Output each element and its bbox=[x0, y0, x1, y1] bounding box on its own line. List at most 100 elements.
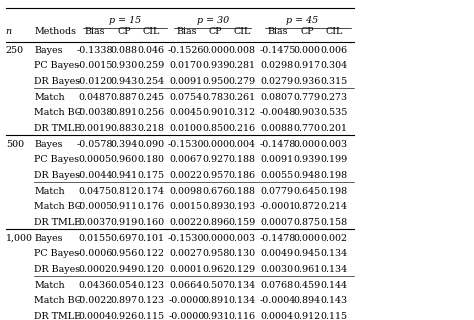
Text: 0.115: 0.115 bbox=[320, 312, 347, 320]
Text: 500: 500 bbox=[6, 140, 24, 149]
Text: -0.0006: -0.0006 bbox=[77, 249, 113, 259]
Text: 0.0170: 0.0170 bbox=[170, 61, 203, 70]
Text: 0.174: 0.174 bbox=[137, 187, 164, 196]
Text: 0.887: 0.887 bbox=[111, 92, 137, 102]
Text: Bias: Bias bbox=[176, 28, 197, 36]
Text: 0.176: 0.176 bbox=[137, 202, 164, 212]
Text: 0.216: 0.216 bbox=[228, 124, 256, 133]
Text: 0.304: 0.304 bbox=[320, 61, 347, 70]
Text: 0.956: 0.956 bbox=[110, 249, 138, 259]
Text: 0.256: 0.256 bbox=[137, 108, 164, 117]
Text: 0.201: 0.201 bbox=[320, 124, 347, 133]
Text: -0.1478: -0.1478 bbox=[259, 234, 295, 243]
Text: 0.279: 0.279 bbox=[228, 77, 256, 86]
Text: -0.0000: -0.0000 bbox=[168, 312, 204, 320]
Text: 0.0030: 0.0030 bbox=[261, 265, 294, 274]
Text: 0.962: 0.962 bbox=[202, 265, 229, 274]
Text: -0.0015: -0.0015 bbox=[77, 61, 113, 70]
Text: 0.912: 0.912 bbox=[293, 312, 321, 320]
Text: 0.943: 0.943 bbox=[110, 77, 138, 86]
Text: 0.930: 0.930 bbox=[110, 61, 138, 70]
Text: 0.770: 0.770 bbox=[294, 124, 320, 133]
Text: 0.0475: 0.0475 bbox=[78, 187, 111, 196]
Text: PC Bayes: PC Bayes bbox=[34, 61, 79, 70]
Text: 0.0019: 0.0019 bbox=[78, 124, 111, 133]
Text: 0.175: 0.175 bbox=[137, 171, 164, 180]
Text: 0.130: 0.130 bbox=[228, 249, 256, 259]
Text: 0.507: 0.507 bbox=[202, 281, 229, 290]
Text: 0.0155: 0.0155 bbox=[78, 234, 111, 243]
Text: CP: CP bbox=[209, 28, 222, 36]
Text: 0.927: 0.927 bbox=[202, 155, 229, 164]
Text: 0.199: 0.199 bbox=[320, 155, 347, 164]
Text: 0.198: 0.198 bbox=[320, 187, 347, 196]
Text: 0.186: 0.186 bbox=[228, 171, 256, 180]
Text: 0.281: 0.281 bbox=[229, 61, 255, 70]
Text: 0.0015: 0.0015 bbox=[170, 202, 203, 212]
Text: 0.961: 0.961 bbox=[293, 265, 321, 274]
Text: 0.0754: 0.0754 bbox=[170, 92, 203, 102]
Text: 0.896: 0.896 bbox=[202, 218, 229, 227]
Text: 0.0001: 0.0001 bbox=[170, 265, 203, 274]
Text: 0.088: 0.088 bbox=[111, 45, 137, 55]
Text: 0.926: 0.926 bbox=[110, 312, 138, 320]
Text: 0.948: 0.948 bbox=[293, 171, 321, 180]
Text: -0.0001: -0.0001 bbox=[259, 202, 295, 212]
Text: Bayes: Bayes bbox=[34, 45, 63, 55]
Text: 0.198: 0.198 bbox=[320, 171, 347, 180]
Text: Bias: Bias bbox=[267, 28, 288, 36]
Text: -0.0005: -0.0005 bbox=[77, 202, 113, 212]
Text: 0.046: 0.046 bbox=[137, 45, 164, 55]
Text: 0.159: 0.159 bbox=[228, 218, 256, 227]
Text: 0.957: 0.957 bbox=[202, 171, 229, 180]
Text: 0.945: 0.945 bbox=[293, 249, 321, 259]
Text: 0.697: 0.697 bbox=[110, 234, 138, 243]
Text: 0.936: 0.936 bbox=[293, 77, 321, 86]
Text: 0.000: 0.000 bbox=[294, 234, 320, 243]
Text: 0.143: 0.143 bbox=[320, 296, 347, 306]
Text: 0.960: 0.960 bbox=[110, 155, 138, 164]
Text: 0.180: 0.180 bbox=[137, 155, 164, 164]
Text: 0.0088: 0.0088 bbox=[261, 124, 294, 133]
Text: 0.134: 0.134 bbox=[228, 296, 256, 306]
Text: 0.0055: 0.0055 bbox=[261, 171, 294, 180]
Text: 0.000: 0.000 bbox=[294, 140, 320, 149]
Text: Bayes: Bayes bbox=[34, 140, 63, 149]
Text: 0.897: 0.897 bbox=[110, 296, 138, 306]
Text: -0.0120: -0.0120 bbox=[77, 77, 113, 86]
Text: 0.901: 0.901 bbox=[202, 108, 229, 117]
Text: 0.0027: 0.0027 bbox=[170, 249, 203, 259]
Text: 0.931: 0.931 bbox=[202, 312, 229, 320]
Text: Match BC: Match BC bbox=[34, 202, 82, 212]
Text: p = 30: p = 30 bbox=[197, 16, 229, 25]
Text: 0.0487: 0.0487 bbox=[78, 92, 111, 102]
Text: 1,000: 1,000 bbox=[6, 234, 33, 243]
Text: 0.273: 0.273 bbox=[320, 92, 347, 102]
Text: 0.535: 0.535 bbox=[320, 108, 347, 117]
Text: 0.875: 0.875 bbox=[293, 218, 321, 227]
Text: 0.0779: 0.0779 bbox=[261, 187, 294, 196]
Text: DR Bayes: DR Bayes bbox=[34, 265, 80, 274]
Text: Match: Match bbox=[34, 281, 65, 290]
Text: 0.0049: 0.0049 bbox=[261, 249, 294, 259]
Text: 0.911: 0.911 bbox=[110, 202, 138, 212]
Text: 0.0098: 0.0098 bbox=[170, 187, 203, 196]
Text: -0.0048: -0.0048 bbox=[259, 108, 295, 117]
Text: 0.312: 0.312 bbox=[228, 108, 256, 117]
Text: CIL: CIL bbox=[142, 28, 159, 36]
Text: 0.245: 0.245 bbox=[137, 92, 164, 102]
Text: CP: CP bbox=[118, 28, 131, 36]
Text: DR TMLE: DR TMLE bbox=[34, 312, 81, 320]
Text: 0.218: 0.218 bbox=[137, 124, 164, 133]
Text: 0.783: 0.783 bbox=[202, 92, 229, 102]
Text: 0.134: 0.134 bbox=[320, 249, 347, 259]
Text: 0.941: 0.941 bbox=[110, 171, 138, 180]
Text: 0.254: 0.254 bbox=[137, 77, 164, 86]
Text: 0.090: 0.090 bbox=[137, 140, 164, 149]
Text: -0.1530: -0.1530 bbox=[168, 234, 205, 243]
Text: 0.0436: 0.0436 bbox=[78, 281, 111, 290]
Text: DR TMLE: DR TMLE bbox=[34, 124, 81, 133]
Text: 0.188: 0.188 bbox=[229, 187, 255, 196]
Text: -0.0022: -0.0022 bbox=[77, 296, 113, 306]
Text: 0.0037: 0.0037 bbox=[78, 218, 111, 227]
